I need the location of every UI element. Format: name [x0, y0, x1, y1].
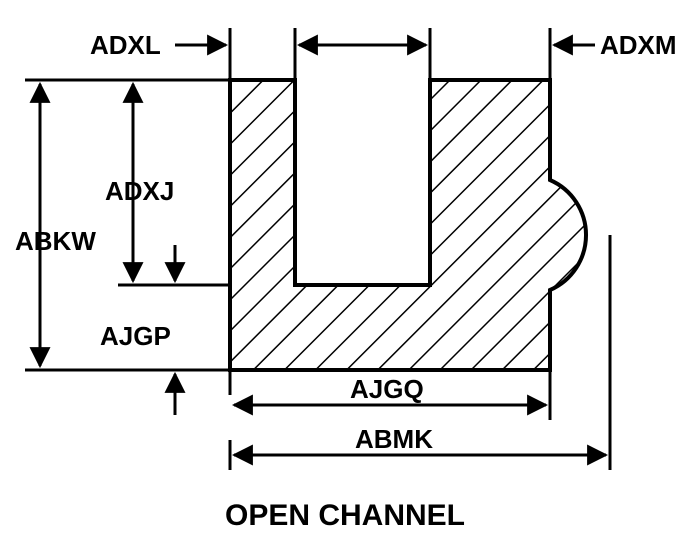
ajgq-label: AJGQ: [350, 374, 424, 404]
ajgp-label: AJGP: [100, 321, 171, 351]
adxl-label: ADXL: [90, 30, 161, 60]
adxj-label: ADXJ: [105, 176, 174, 206]
abmk-label: ABMK: [355, 424, 433, 454]
open-channel-diagram: ADXL ADXM ABKW ADXJ AJGP AJGQ ABMK OPEN …: [0, 0, 690, 555]
figure-title: OPEN CHANNEL: [225, 499, 465, 532]
abkw-label: ABKW: [15, 226, 96, 256]
channel-shape: [230, 80, 586, 370]
adxm-label: ADXM: [600, 30, 677, 60]
